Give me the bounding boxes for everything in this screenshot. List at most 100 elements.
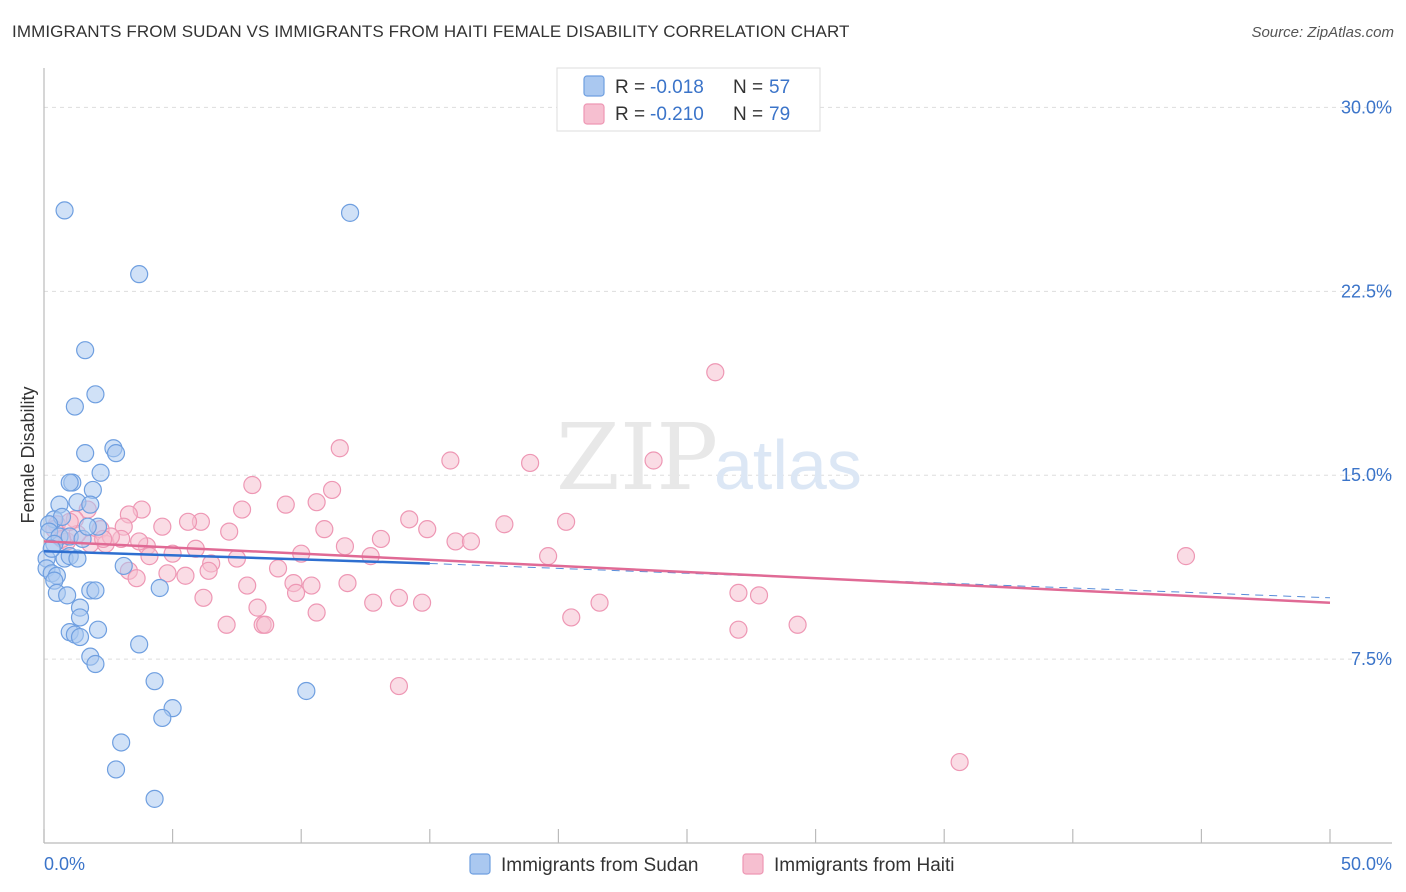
sudan-point [86,581,105,600]
bottom-legend-haiti-swatch [742,853,764,875]
sudan-point [130,265,149,284]
legend-sudan-r-value: -0.018 [650,77,704,98]
haiti-point [248,598,267,617]
haiti-point [562,608,581,627]
sudan-point [145,789,164,808]
haiti-point [950,752,969,772]
haiti-point [539,547,558,566]
haiti-point [335,537,355,556]
haiti-point [158,564,177,583]
sudan-point [112,733,131,752]
haiti-point [400,510,419,529]
haiti-point [364,593,383,612]
haiti-point [461,532,481,551]
sudan-point [150,578,169,598]
top-legend: R = -0.018 N = 57 R = -0.210 N = 79 [556,67,821,132]
haiti-point [446,532,465,551]
haiti-point [441,451,460,470]
y-tick-labels: 7.5% 15.0% 22.5% 30.0% [1341,97,1392,669]
sudan-point [83,480,102,500]
y-tick-label: 30.0% [1341,97,1392,117]
sudan-point [42,539,61,558]
haiti-point [322,480,342,500]
haiti-point [521,453,540,473]
watermark-atlas: atlas [714,426,862,504]
bottom-legend: Immigrants from Sudan Immigrants from Ha… [469,853,955,876]
chart-title: IMMIGRANTS FROM SUDAN VS IMMIGRANTS FROM… [12,22,850,41]
sudan-point [60,473,79,492]
sudan-point [78,517,97,536]
sudan-point [70,627,90,647]
haiti-point [302,576,321,595]
haiti-point [315,520,334,539]
haiti-point [256,615,275,634]
haiti-point [163,544,182,563]
haiti-point [371,529,391,549]
sudan-point [86,385,105,404]
haiti-point [418,520,437,539]
haiti-point [232,500,252,519]
y-tick-label: 7.5% [1351,649,1392,669]
chart-source: Source: ZipAtlas.com [1251,24,1394,41]
haiti-trend-line [43,540,1331,604]
sudan-point [91,463,110,482]
sudan-point [340,203,360,222]
sudan-point [58,586,77,605]
haiti-point [153,517,172,536]
haiti-point [330,439,349,458]
haiti-point [706,363,725,382]
y-tick-label: 15.0% [1341,465,1392,485]
grid [44,106,1392,660]
haiti-point [199,561,218,580]
haiti-point [238,576,257,595]
haiti-point [644,451,663,470]
sudan-point [68,549,87,568]
sudan-points [37,201,360,808]
sudan-point [106,760,126,779]
haiti-point [338,573,357,593]
sudan-point [130,635,149,654]
haiti-point [788,615,807,634]
haiti-point [127,569,146,588]
sudan-point [153,708,172,728]
haiti-point [268,559,288,578]
haiti-point [557,512,576,531]
sudan-point [145,672,164,691]
haiti-point [176,566,195,585]
bottom-legend-sudan-swatch [469,853,491,875]
haiti-point [307,603,326,622]
y-tick-label: 22.5% [1341,281,1392,301]
legend-sudan-r-label: R = [615,77,645,98]
sudan-point [297,681,316,701]
legend-sudan-swatch [583,75,605,97]
haiti-point [1176,547,1196,566]
legend-haiti-r-value: -0.210 [650,104,704,125]
legend-sudan-n-value: 57 [769,77,790,98]
x-tick-label-min: 0.0% [44,854,85,874]
legend-haiti-r-label: R = [615,104,645,125]
sudan-point [88,620,108,639]
sudan-point [114,556,133,576]
haiti-point [412,593,432,612]
sudan-point [76,341,95,360]
sudan-point [76,444,95,463]
haiti-point [194,588,213,607]
haiti-point [729,583,748,603]
haiti-point [389,676,409,696]
trend-lines [43,540,1331,604]
haiti-point [495,515,514,534]
sudan-point [106,444,126,463]
bottom-legend-sudan-label: Immigrants from Sudan [501,855,698,876]
haiti-point [243,475,262,495]
sudan-trend-line [43,549,430,565]
haiti-point [140,547,159,566]
x-tick-label-max: 50.0% [1341,854,1392,874]
haiti-point [286,583,306,603]
haiti-point [307,493,326,512]
haiti-point [220,522,239,541]
haiti-point [389,588,409,607]
legend-haiti-swatch [583,103,605,125]
legend-haiti-n-value: 79 [769,104,790,125]
haiti-point [590,593,609,612]
